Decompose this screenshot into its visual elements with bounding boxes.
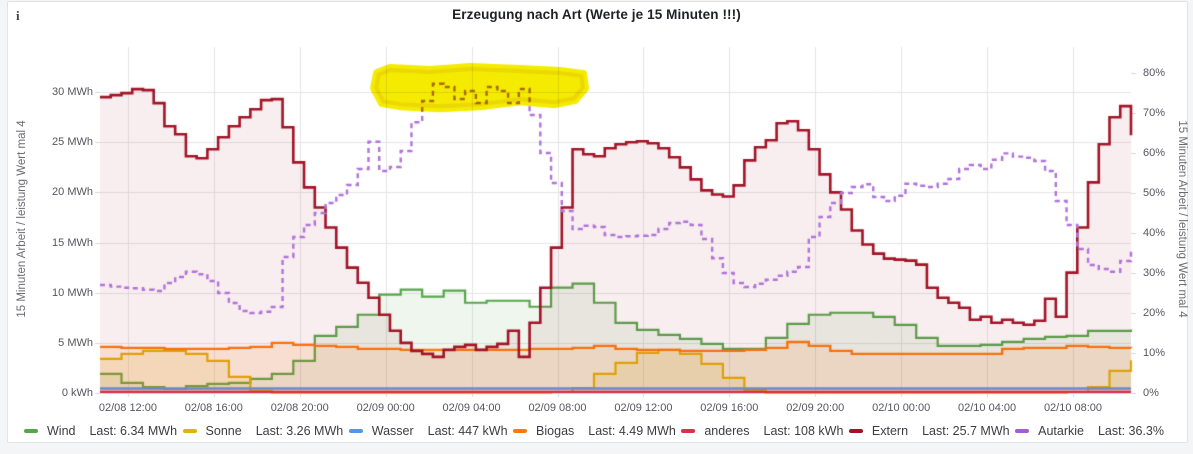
legend-last-value: Last: 4.49 MWh bbox=[588, 424, 676, 438]
x-axis-tick-label: 02/09 04:00 bbox=[442, 402, 501, 414]
x-axis-tick-label: 02/10 04:00 bbox=[958, 402, 1017, 414]
left-axis-tick-label: 25 MWh bbox=[52, 136, 93, 149]
left-axis-tick-label: 10 MWh bbox=[52, 286, 93, 299]
legend-series-name[interactable]: Autarkie bbox=[1038, 424, 1084, 438]
legend-item-wasser[interactable]: Wasser Last: 447 kWh bbox=[348, 424, 508, 438]
x-axis-tick-label: 02/10 00:00 bbox=[872, 402, 931, 414]
x-axis-tick-label: 02/09 00:00 bbox=[356, 402, 415, 414]
left-axis-tick-label: 30 MWh bbox=[52, 86, 93, 99]
right-axis-tick-label: 30% bbox=[1143, 267, 1166, 279]
left-axis-title: 15 Minuten Arbeit / leistung Wert mal 4 bbox=[16, 120, 28, 318]
legend-series-name[interactable]: Wind bbox=[47, 424, 76, 438]
x-axis-tick-label: 02/09 08:00 bbox=[528, 402, 587, 414]
left-axis-tick-label: 15 MWh bbox=[52, 236, 93, 249]
legend-series-name[interactable]: Sonne bbox=[205, 424, 242, 438]
legend-last-value: Last: 6.34 MWh bbox=[89, 424, 178, 438]
right-axis-tick-label: 70% bbox=[1143, 107, 1166, 119]
left-axis-tick-label: 20 MWh bbox=[52, 186, 93, 199]
right-axis-tick-label: 60% bbox=[1143, 147, 1166, 159]
legend-item-biogas[interactable]: Biogas Last: 4.49 MWh bbox=[513, 424, 676, 438]
legend-swatch-icon bbox=[182, 429, 197, 433]
legend-swatch-icon bbox=[1015, 429, 1030, 433]
x-axis-tick-label: 02/08 16:00 bbox=[184, 402, 243, 414]
legend-last-value: Last: 36.3% bbox=[1097, 424, 1164, 438]
legend-item-wind[interactable]: Wind Last: 6.34 MWh bbox=[24, 424, 177, 438]
legend-series-name[interactable]: Extern bbox=[871, 424, 909, 438]
chart-area: 0 kWh 5 MWh 10 MWh 15 MWh 20 MWh 25 MWh 30 MWh… bbox=[0, 0, 1193, 444]
x-axis-tick-label: 02/09 16:00 bbox=[700, 402, 759, 414]
legend-last-value: Last: 25.7 MWh bbox=[922, 424, 1010, 438]
right-axis-tick-label: 80% bbox=[1143, 67, 1166, 79]
legend: Wind Last: 6.34 MWh Sonne Last: 3.26 MWh Was… bbox=[24, 421, 1164, 441]
legend-item-autarkie[interactable]: Autarkie Last: 36.3% bbox=[1015, 424, 1164, 438]
legend-item-anderes[interactable]: anderes Last: 108 kWh bbox=[681, 424, 843, 438]
legend-series-name[interactable]: Wasser bbox=[371, 424, 414, 438]
legend-swatch-icon bbox=[681, 429, 696, 433]
left-axis-tick-label: 0 kWh bbox=[61, 387, 93, 399]
right-axis-tick-label: 10% bbox=[1143, 347, 1166, 359]
legend-last-value: Last: 108 kWh bbox=[763, 424, 844, 438]
legend-last-value: Last: 447 kWh bbox=[427, 424, 508, 438]
right-axis-tick-label: 40% bbox=[1143, 227, 1166, 239]
legend-series-name[interactable]: anderes bbox=[704, 424, 750, 438]
legend-last-value: Last: 3.26 MWh bbox=[255, 424, 344, 438]
x-axis-tick-label: 02/09 12:00 bbox=[614, 402, 673, 414]
right-axis-title: 15 Minuten Arbeit / leistung Wert mal 4 bbox=[1176, 120, 1188, 318]
legend-swatch-icon bbox=[24, 429, 38, 433]
legend-item-sonne[interactable]: Sonne Last: 3.26 MWh bbox=[182, 424, 344, 438]
right-axis-tick-label: 0% bbox=[1143, 387, 1159, 399]
legend-swatch-icon bbox=[848, 429, 863, 433]
legend-series-name[interactable]: Biogas bbox=[536, 424, 575, 438]
x-axis-tick-label: 02/08 20:00 bbox=[270, 402, 329, 414]
right-axis-tick-label: 20% bbox=[1143, 307, 1166, 319]
x-axis-tick-label: 02/09 20:00 bbox=[786, 402, 845, 414]
x-axis-tick-label: 02/08 12:00 bbox=[98, 402, 157, 414]
legend-swatch-icon bbox=[348, 429, 363, 433]
x-axis-tick-label: 02/10 08:00 bbox=[1043, 402, 1103, 414]
legend-item-extern[interactable]: Extern Last: 25.7 MWh bbox=[848, 424, 1010, 438]
right-axis-tick-label: 50% bbox=[1143, 187, 1166, 199]
left-axis-tick-label: 5 MWh bbox=[58, 336, 93, 349]
legend-swatch-icon bbox=[513, 429, 528, 433]
chart-canvas[interactable] bbox=[0, 0, 1193, 444]
